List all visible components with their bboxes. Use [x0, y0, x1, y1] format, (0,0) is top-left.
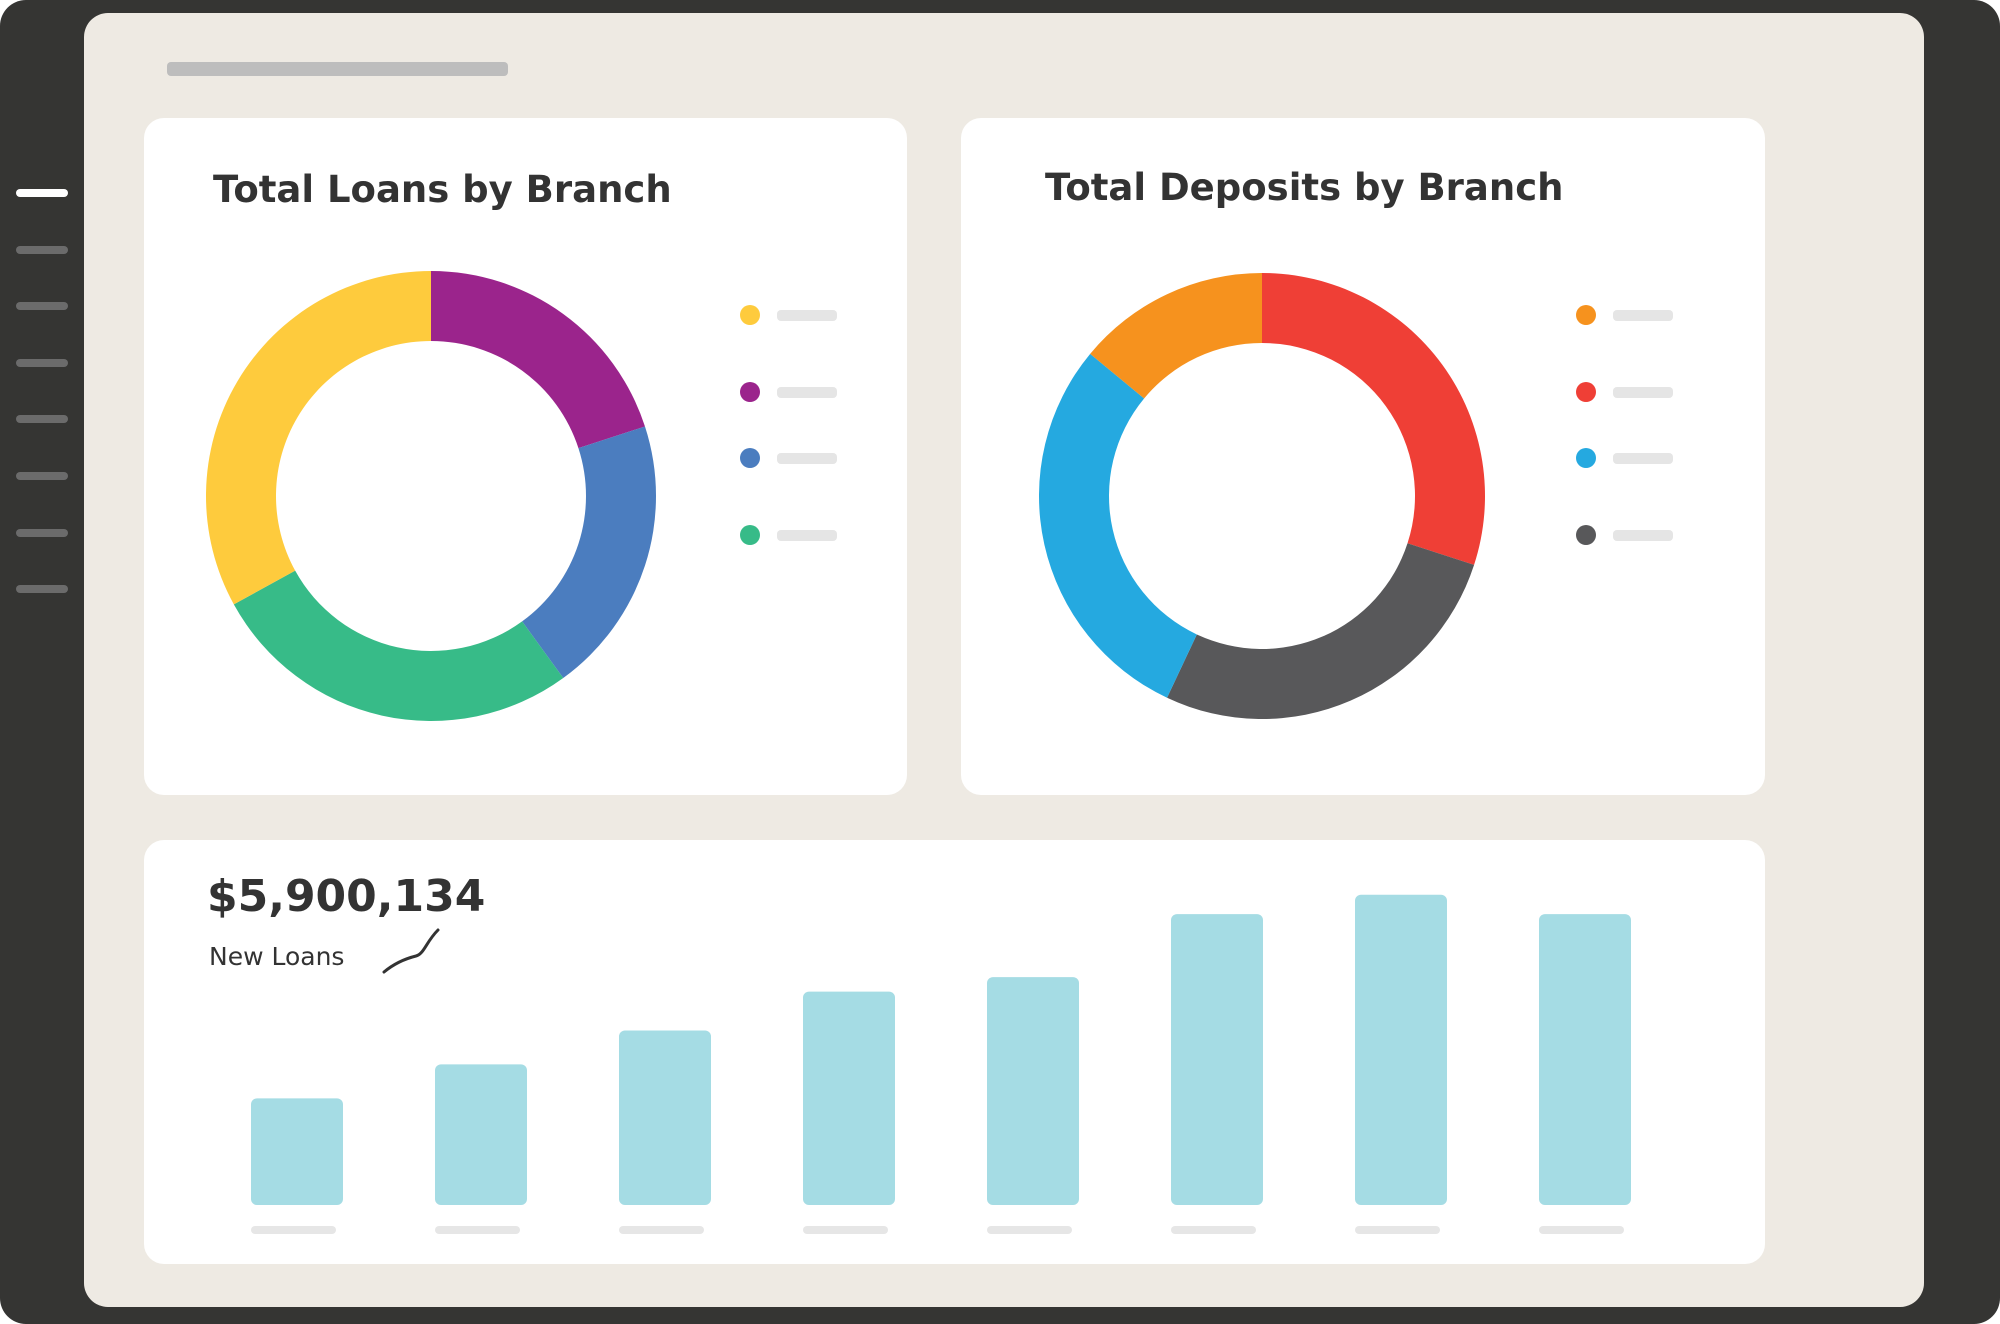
- loans-legend-item-3: [740, 446, 837, 470]
- sidebar-nav-item-5[interactable]: [16, 415, 68, 423]
- bar-6: [1171, 914, 1263, 1205]
- new-loans-card: [144, 840, 1765, 1264]
- deposits-legend-item-4: [1576, 523, 1673, 547]
- deposits-legend-item-3: [1576, 446, 1673, 470]
- legend-label-placeholder: [777, 386, 837, 398]
- sidebar-nav-item-1[interactable]: [16, 189, 68, 197]
- new-loans-label: New Loans: [209, 942, 345, 971]
- x-tick-label-placeholder-2: [435, 1226, 520, 1234]
- deposits-legend-item-1: [1576, 303, 1673, 327]
- bar-1: [251, 1098, 343, 1205]
- legend-dot-icon: [740, 525, 760, 545]
- legend-label-placeholder: [777, 529, 837, 541]
- bar-3: [619, 1030, 711, 1205]
- deposits-donut-slice-3: [1039, 353, 1197, 698]
- bar-7: [1355, 894, 1447, 1205]
- legend-dot-icon: [740, 305, 760, 325]
- loans-legend-item-2: [740, 380, 837, 404]
- loans-legend-item-1: [740, 303, 837, 327]
- legend-dot-icon: [1576, 382, 1596, 402]
- bar-2: [435, 1064, 527, 1205]
- sidebar-nav-item-4[interactable]: [16, 359, 68, 367]
- legend-dot-icon: [1576, 448, 1596, 468]
- legend-label-placeholder: [1613, 309, 1673, 321]
- loans-legend-item-4: [740, 523, 837, 547]
- x-tick-label-placeholder-6: [1171, 1226, 1256, 1234]
- top-bar-placeholder: [167, 62, 508, 76]
- bar-8: [1539, 914, 1631, 1205]
- legend-dot-icon: [740, 382, 760, 402]
- deposits-card-title: Total Deposits by Branch: [1045, 166, 1564, 209]
- sidebar-nav-item-6[interactable]: [16, 472, 68, 480]
- deposits-donut-slice-1: [1262, 273, 1485, 565]
- x-tick-label-placeholder-1: [251, 1226, 336, 1234]
- x-tick-label-placeholder-7: [1355, 1226, 1440, 1234]
- legend-label-placeholder: [1613, 452, 1673, 464]
- x-tick-label-placeholder-8: [1539, 1226, 1624, 1234]
- x-tick-label-placeholder-3: [619, 1226, 704, 1234]
- legend-label-placeholder: [1613, 529, 1673, 541]
- loans-donut-slice-4: [205, 271, 431, 605]
- sidebar-nav-item-2[interactable]: [16, 246, 68, 254]
- new-loans-value: $5,900,134: [207, 871, 486, 922]
- sidebar-nav-item-7[interactable]: [16, 529, 68, 537]
- legend-dot-icon: [1576, 525, 1596, 545]
- loans-donut-slice-3: [233, 570, 564, 721]
- legend-label-placeholder: [777, 452, 837, 464]
- deposits-donut-slice-4: [1090, 273, 1262, 399]
- deposits-legend-item-2: [1576, 380, 1673, 404]
- legend-label-placeholder: [777, 309, 837, 321]
- x-tick-label-placeholder-4: [803, 1226, 888, 1234]
- sidebar-nav-item-8[interactable]: [16, 585, 68, 593]
- loans-donut-slice-2: [522, 426, 656, 679]
- loans-donut-slice-1: [431, 271, 645, 449]
- bar-5: [987, 977, 1079, 1205]
- legend-label-placeholder: [1613, 386, 1673, 398]
- legend-dot-icon: [1576, 305, 1596, 325]
- trend-up-icon: [382, 928, 440, 974]
- deposits-donut-slice-2: [1167, 543, 1475, 719]
- bar-4: [803, 991, 895, 1205]
- legend-dot-icon: [740, 448, 760, 468]
- sidebar-nav-item-3[interactable]: [16, 302, 68, 310]
- x-tick-label-placeholder-5: [987, 1226, 1072, 1234]
- loans-card-title: Total Loans by Branch: [213, 168, 672, 211]
